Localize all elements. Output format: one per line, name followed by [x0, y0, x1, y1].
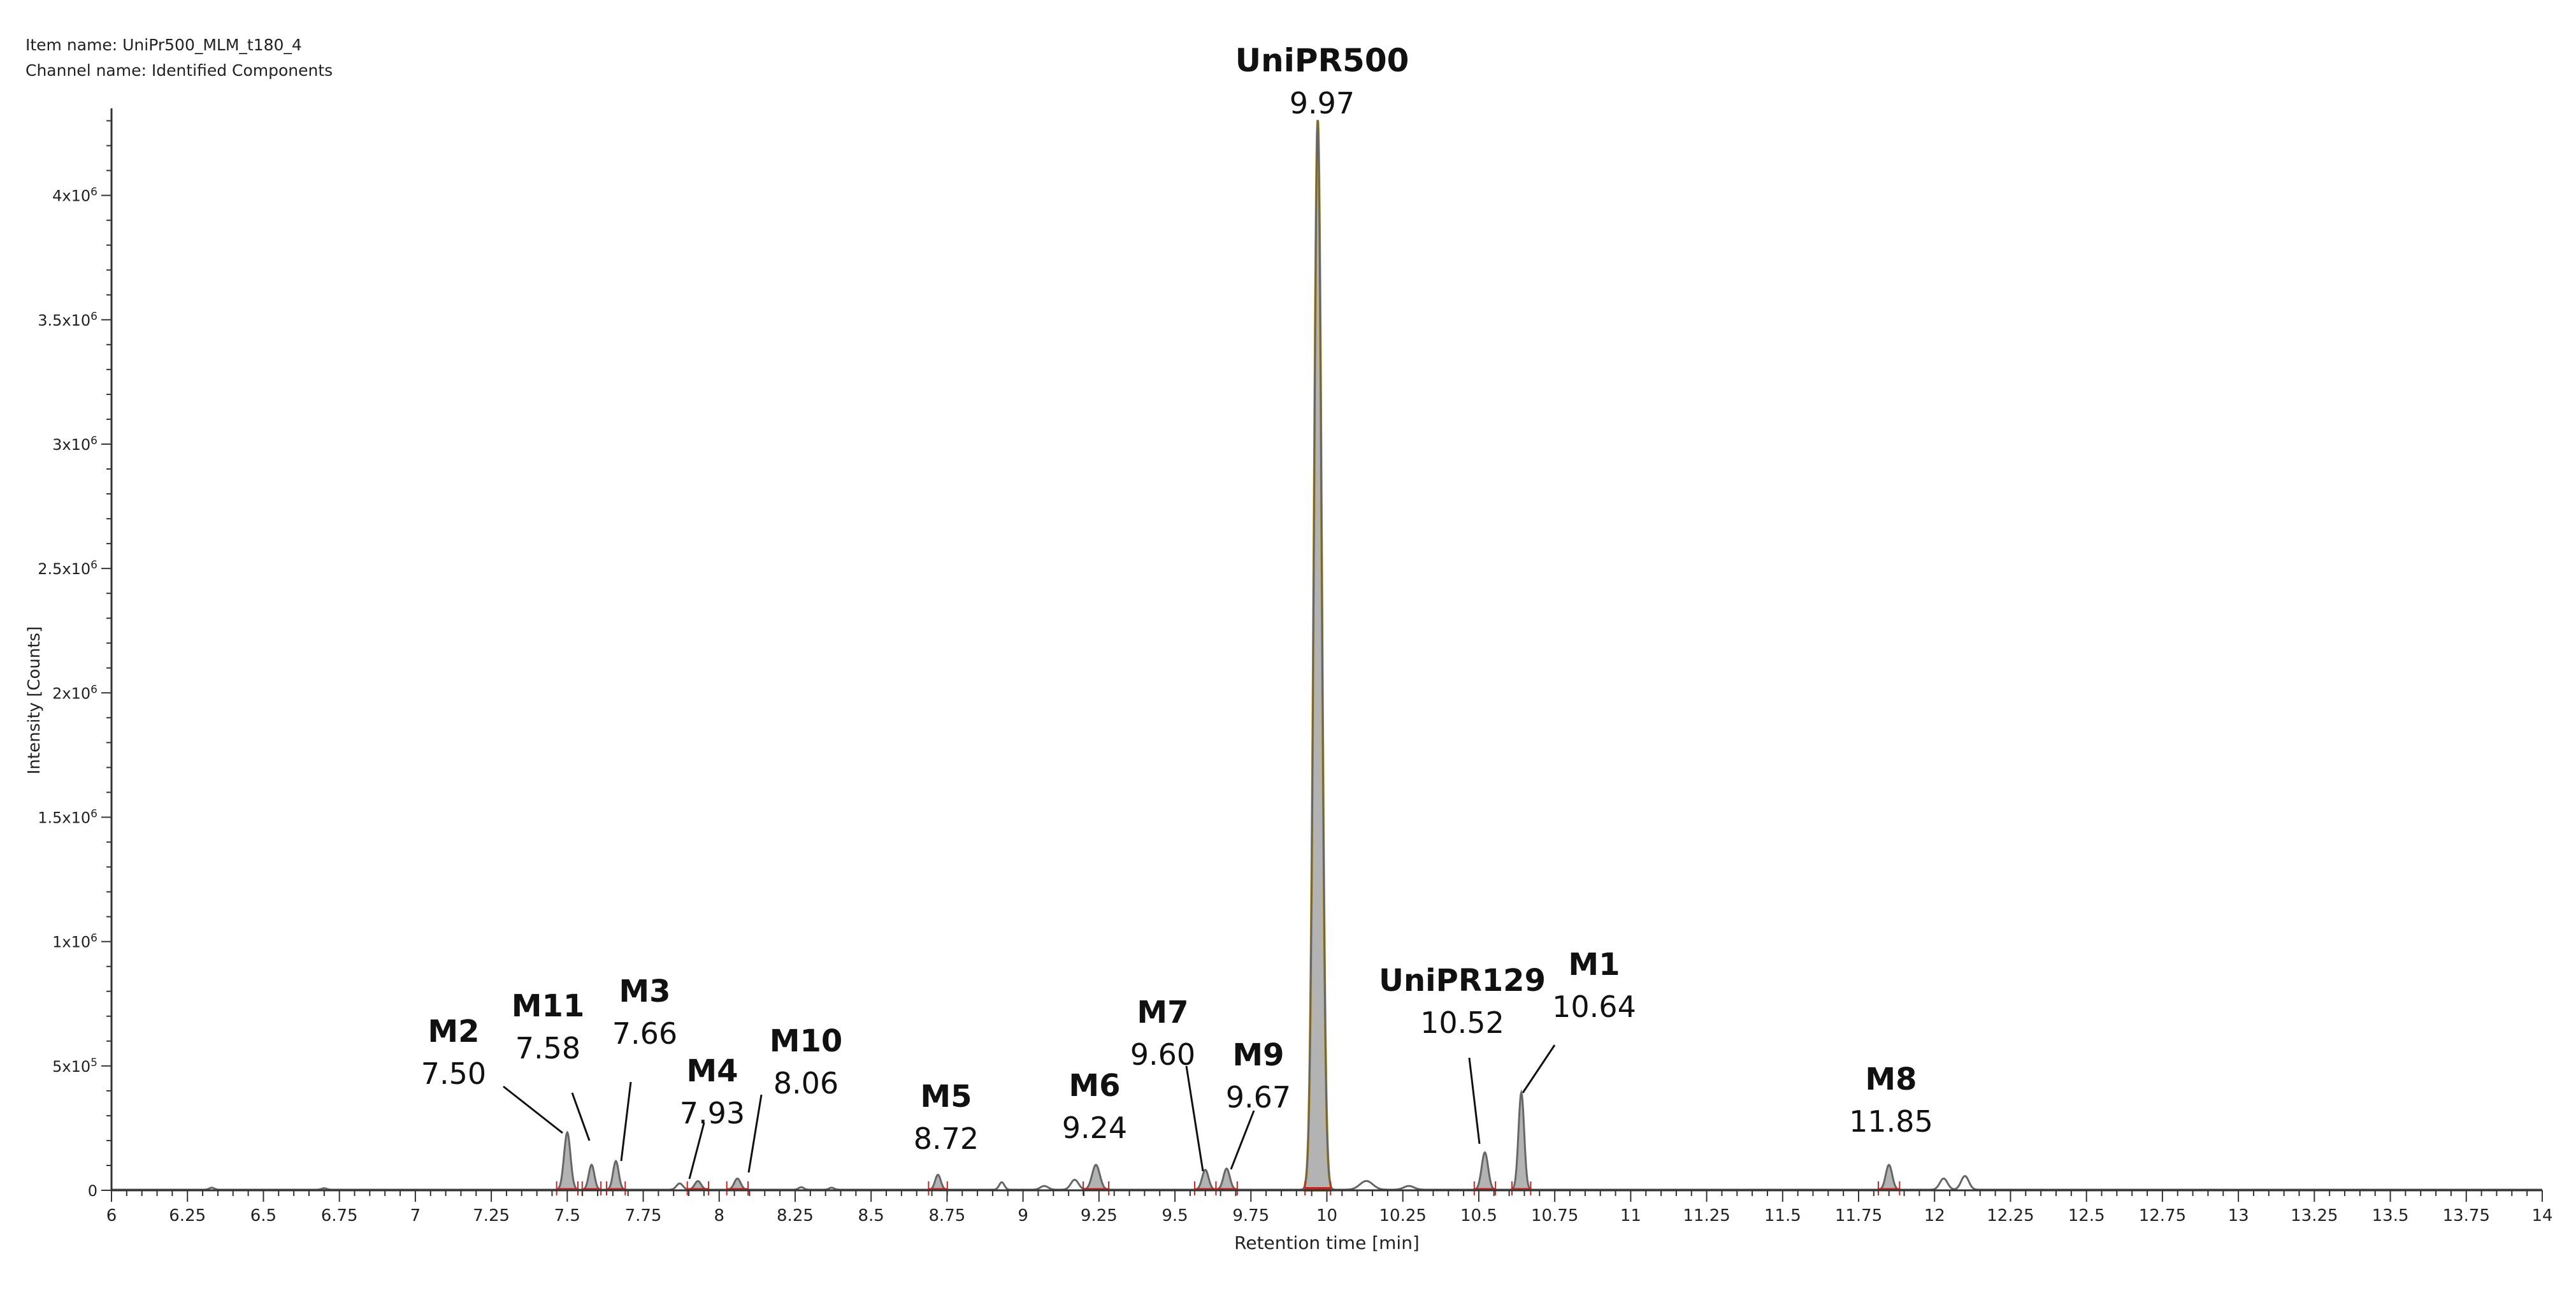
x-tick-label: 8 [714, 1206, 724, 1225]
leader-line [688, 1122, 705, 1179]
y-tick-label: 3x106 [52, 435, 97, 454]
y-tick-label: 3.5x106 [38, 310, 97, 329]
y-tick-label: 2x106 [52, 683, 97, 702]
x-tick-label: 11 [1620, 1206, 1641, 1225]
peak-retention-time-label: 7.93 [680, 1096, 745, 1130]
leader-line [747, 1094, 763, 1173]
peak-retention-time-label: 10.52 [1420, 1006, 1504, 1040]
x-tick-label: 10.25 [1379, 1206, 1427, 1225]
x-tick-label: 9.25 [1081, 1206, 1118, 1225]
peak-name-label: M8 [1865, 1062, 1917, 1097]
peak-retention-time-label: 8.72 [914, 1121, 979, 1156]
x-tick-label: 9 [1018, 1206, 1028, 1225]
y-tick-label: 5x105 [52, 1056, 97, 1076]
y-tick-label: 1.5x106 [38, 807, 97, 826]
x-tick-label: 10.5 [1460, 1206, 1497, 1225]
x-tick-label: 10 [1316, 1206, 1337, 1225]
leader-line [571, 1092, 591, 1141]
y-tick-label: 0 [88, 1182, 97, 1200]
x-tick-label: 9.75 [1232, 1206, 1269, 1225]
peak-retention-time-label: 7.66 [612, 1016, 677, 1051]
leader-line [620, 1081, 632, 1162]
x-tick-label: 6.25 [169, 1206, 206, 1225]
peak-name-label: M2 [428, 1014, 479, 1049]
x-tick-label: 7.75 [625, 1206, 662, 1225]
peak-name-label: M4 [686, 1053, 738, 1089]
x-tick-label: 9.5 [1162, 1206, 1188, 1225]
peak-name-label: M5 [920, 1079, 972, 1114]
leader-line [1468, 1057, 1481, 1144]
peak-name-label: M7 [1137, 995, 1188, 1030]
x-tick-label: 11.5 [1764, 1206, 1801, 1225]
peak-retention-time-label: 9.24 [1062, 1111, 1127, 1145]
x-tick-label: 11.25 [1683, 1206, 1730, 1225]
x-tick-label: 13 [2228, 1206, 2249, 1225]
peak-area-unipr500 [1304, 120, 1332, 1192]
y-tick-label: 2.5x106 [38, 559, 97, 578]
leader-line [503, 1085, 563, 1134]
peak-name-label: M11 [512, 988, 585, 1024]
leader-line [1522, 1044, 1556, 1093]
x-tick-label: 6.5 [250, 1206, 277, 1225]
peak-name-label: UniPR500 [1235, 42, 1409, 79]
peak-retention-time-label: 9.97 [1290, 86, 1355, 120]
y-axis-label: Intensity [Counts] [25, 626, 44, 774]
x-tick-label: 6.75 [321, 1206, 358, 1225]
peak-retention-time-label: 11.85 [1849, 1104, 1933, 1139]
peak-retention-time-label: 9.67 [1226, 1080, 1291, 1114]
peak-area-m2 [556, 1131, 579, 1191]
x-tick-label: 6 [106, 1206, 117, 1225]
y-tick-label: 1x106 [52, 932, 97, 951]
peak-name-label: UniPR129 [1379, 963, 1546, 999]
peak-retention-time-label: 10.64 [1552, 990, 1636, 1024]
leader-line [1185, 1065, 1204, 1172]
x-tick-label: 12 [1924, 1206, 1945, 1225]
x-tick-label: 12.75 [2139, 1206, 2186, 1225]
y-tick-label: 4x106 [52, 186, 97, 205]
x-tick-label: 7 [410, 1206, 421, 1225]
x-tick-label: 12.5 [2068, 1206, 2105, 1225]
x-tick-label: 13.75 [2443, 1206, 2490, 1225]
peak-retention-time-label: 9.60 [1130, 1037, 1195, 1072]
x-tick-label: 8.25 [777, 1206, 814, 1225]
channel-name-label: Channel name: Identified Components [25, 61, 333, 80]
peak-name-label: M9 [1232, 1037, 1284, 1073]
x-tick-label: 11.75 [1835, 1206, 1882, 1225]
peak-name-label: M6 [1069, 1068, 1120, 1104]
x-tick-label: 14 [2531, 1206, 2552, 1225]
peak-retention-time-label: 7.50 [421, 1056, 486, 1091]
peak-name-label: M3 [619, 974, 670, 1009]
x-tick-label: 7.5 [554, 1206, 580, 1225]
x-tick-label: 13.5 [2372, 1206, 2409, 1225]
x-tick-label: 10.75 [1531, 1206, 1578, 1225]
x-axis-label: Retention time [min] [1234, 1232, 1420, 1253]
x-tick-label: 13.25 [2291, 1206, 2338, 1225]
x-tick-label: 12.25 [1987, 1206, 2034, 1225]
x-tick-label: 8.75 [928, 1206, 965, 1225]
x-tick-label: 7.25 [473, 1206, 510, 1225]
peak-name-label: M10 [770, 1023, 843, 1059]
item-name-label: Item name: UniPr500_MLM_t180_4 [25, 36, 302, 54]
peak-retention-time-label: 7.58 [515, 1031, 580, 1065]
peak-name-label: M1 [1568, 947, 1620, 983]
peak-retention-time-label: 8.06 [774, 1066, 838, 1100]
x-tick-label: 8.5 [858, 1206, 884, 1225]
leader-line [1230, 1110, 1255, 1170]
